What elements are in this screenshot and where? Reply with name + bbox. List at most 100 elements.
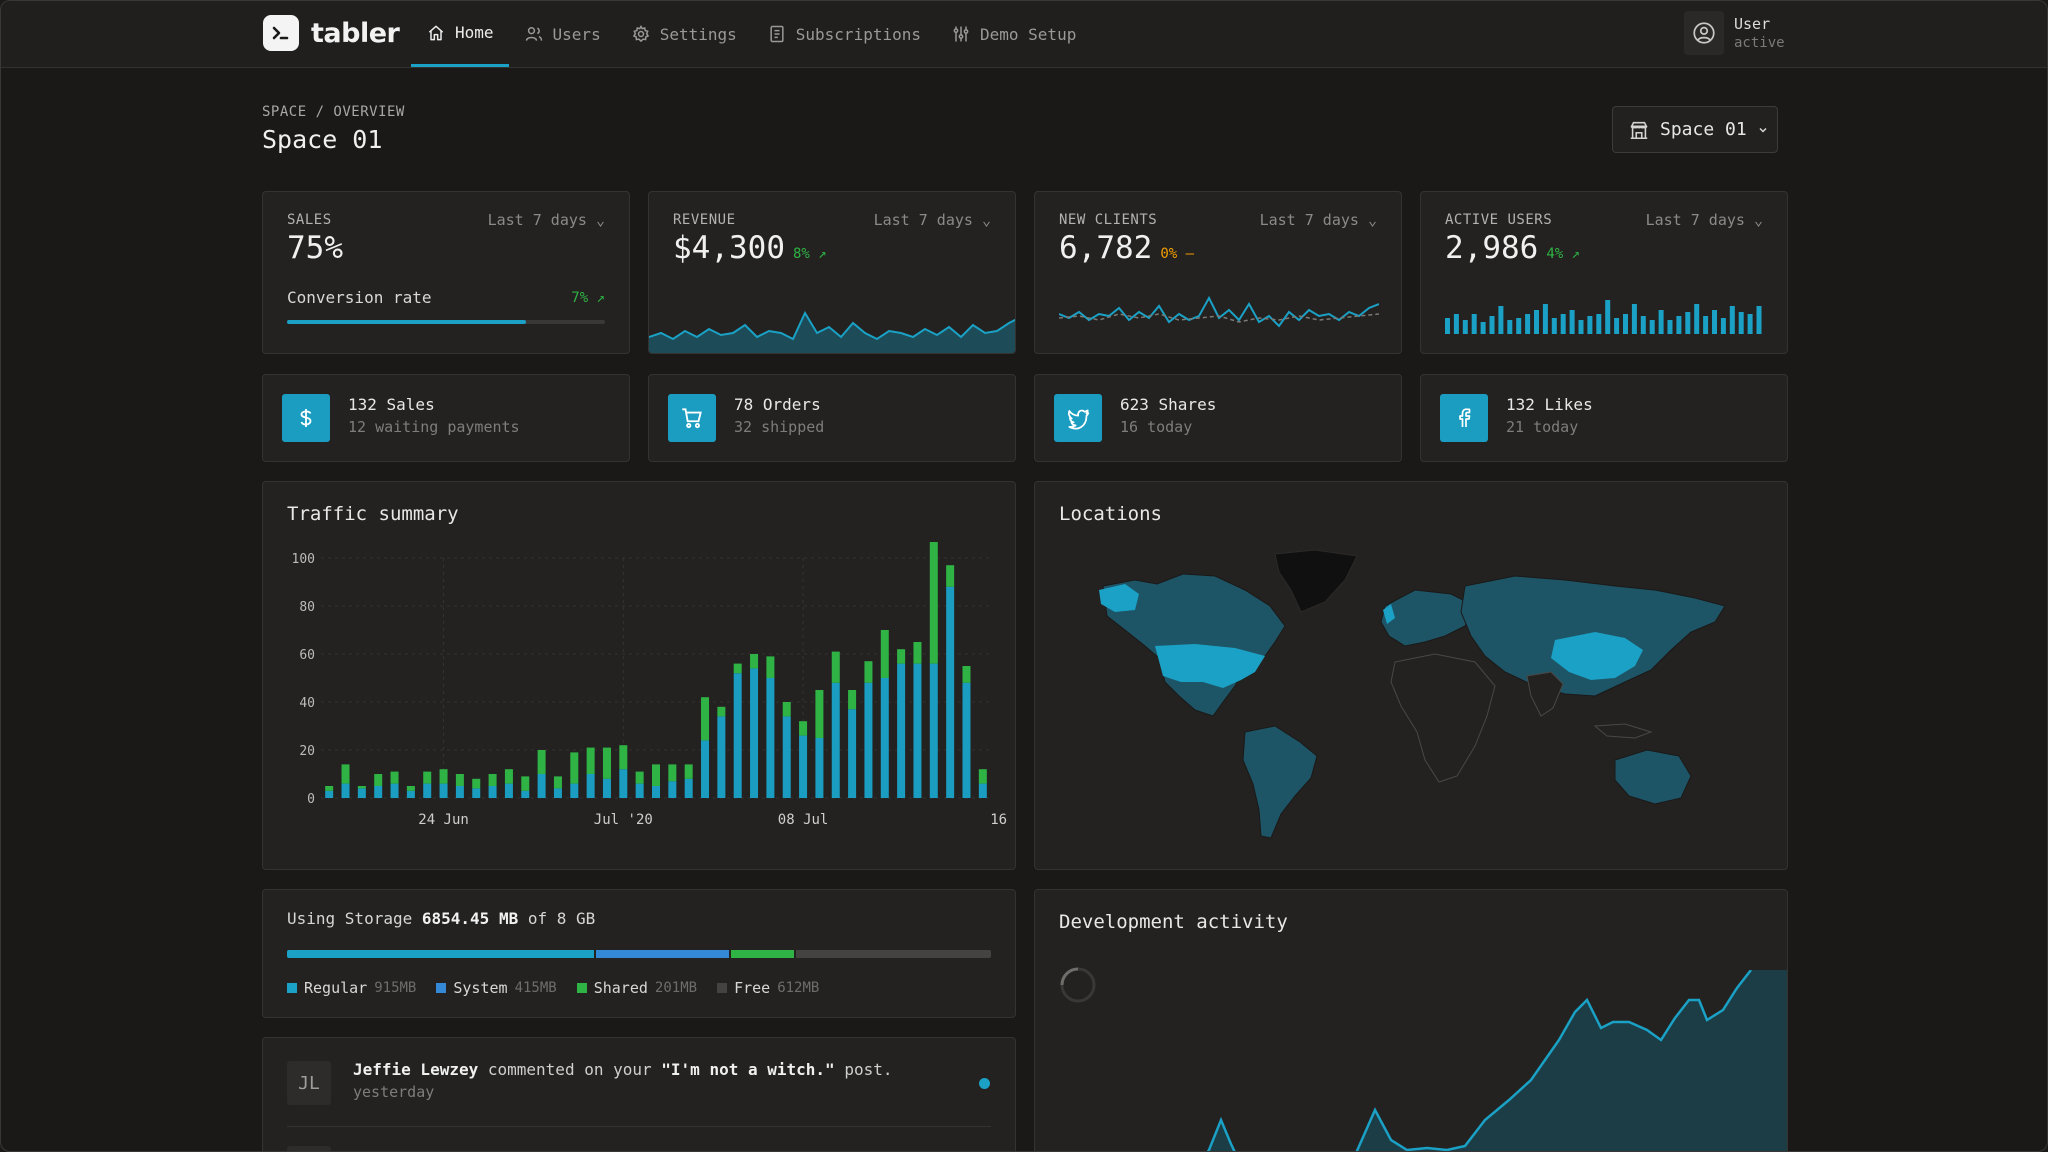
traffic-bar[interactable] xyxy=(553,776,562,789)
map-alaska[interactable] xyxy=(1099,584,1139,612)
traffic-bar[interactable] xyxy=(406,790,415,798)
traffic-bar[interactable] xyxy=(815,738,824,798)
traffic-bar[interactable] xyxy=(341,764,350,784)
traffic-bar[interactable] xyxy=(701,697,710,741)
traffic-bar[interactable] xyxy=(652,764,660,786)
traffic-bar[interactable] xyxy=(472,778,481,789)
traffic-bar[interactable] xyxy=(374,774,383,786)
traffic-bar[interactable] xyxy=(423,783,432,798)
traffic-bar[interactable] xyxy=(799,735,808,798)
traffic-bar[interactable] xyxy=(439,769,448,784)
traffic-bar[interactable] xyxy=(929,663,938,798)
traffic-bar[interactable] xyxy=(357,788,366,798)
traffic-bar[interactable] xyxy=(766,678,775,798)
map-greenland[interactable] xyxy=(1274,549,1358,613)
traffic-bar[interactable] xyxy=(586,747,595,774)
traffic-bar[interactable] xyxy=(717,706,726,717)
world-map[interactable] xyxy=(1095,546,1755,846)
traffic-bar[interactable] xyxy=(619,769,628,798)
traffic-bar[interactable] xyxy=(455,774,464,786)
traffic-bar[interactable] xyxy=(750,668,759,798)
nav-home[interactable]: Home xyxy=(411,1,509,67)
avatar[interactable] xyxy=(1684,11,1724,55)
traffic-bar[interactable] xyxy=(635,783,644,798)
traffic-bar[interactable] xyxy=(946,586,955,798)
traffic-bar[interactable] xyxy=(652,786,660,798)
traffic-bar[interactable] xyxy=(978,769,987,784)
traffic-bar[interactable] xyxy=(831,651,840,683)
traffic-bar[interactable] xyxy=(864,682,873,798)
traffic-bar[interactable] xyxy=(602,747,611,779)
traffic-bar[interactable] xyxy=(504,769,513,784)
traffic-bar[interactable] xyxy=(570,752,579,784)
traffic-bar[interactable] xyxy=(668,764,677,782)
traffic-bar[interactable] xyxy=(880,630,889,678)
traffic-bar[interactable] xyxy=(439,783,448,798)
traffic-bar[interactable] xyxy=(423,771,432,784)
traffic-bar[interactable] xyxy=(325,790,334,798)
sales-period-dropdown[interactable]: Last 7 days ⌄ xyxy=(488,211,605,229)
activity-user[interactable]: Jeffie Lewzey xyxy=(353,1060,479,1079)
traffic-bar[interactable] xyxy=(717,716,726,798)
traffic-bar[interactable] xyxy=(668,781,677,798)
traffic-bar[interactable] xyxy=(733,673,742,798)
traffic-bar[interactable] xyxy=(325,786,334,791)
traffic-bar[interactable] xyxy=(897,663,906,798)
traffic-bar[interactable] xyxy=(455,786,464,798)
map-usa[interactable] xyxy=(1155,644,1265,688)
map-africa[interactable] xyxy=(1390,653,1496,783)
traffic-bar[interactable] xyxy=(799,721,808,736)
map-indonesia[interactable] xyxy=(1593,723,1653,739)
map-south-america[interactable] xyxy=(1242,725,1318,839)
map-india[interactable] xyxy=(1526,671,1564,717)
traffic-bar[interactable] xyxy=(962,682,971,798)
traffic-bar[interactable] xyxy=(488,786,497,798)
traffic-bar[interactable] xyxy=(390,783,399,798)
traffic-bar[interactable] xyxy=(750,654,759,669)
traffic-bar[interactable] xyxy=(897,649,906,664)
map-uk[interactable] xyxy=(1383,604,1395,624)
active-period-dropdown[interactable]: Last 7 days ⌄ xyxy=(1646,211,1763,229)
traffic-bar[interactable] xyxy=(864,661,873,683)
revenue-period-dropdown[interactable]: Last 7 days ⌄ xyxy=(874,211,991,229)
map-australia[interactable] xyxy=(1614,749,1692,805)
traffic-bar[interactable] xyxy=(521,790,530,798)
traffic-bar[interactable] xyxy=(962,666,971,683)
traffic-bar[interactable] xyxy=(913,642,922,664)
traffic-bar[interactable] xyxy=(570,783,579,798)
traffic-bar[interactable] xyxy=(521,776,530,791)
traffic-bar[interactable] xyxy=(831,682,840,798)
map-china[interactable] xyxy=(1551,632,1643,680)
traffic-bar[interactable] xyxy=(782,716,791,798)
traffic-bar[interactable] xyxy=(815,690,824,738)
traffic-bar[interactable] xyxy=(374,786,383,798)
user-menu[interactable]: User active xyxy=(1684,11,1785,55)
traffic-bar[interactable] xyxy=(602,778,611,798)
nav-demo-setup[interactable]: Demo Setup xyxy=(936,1,1091,67)
traffic-bar[interactable] xyxy=(553,788,562,798)
traffic-bar[interactable] xyxy=(848,709,857,798)
traffic-bar[interactable] xyxy=(946,565,955,587)
traffic-bar[interactable] xyxy=(848,690,857,710)
traffic-bar[interactable] xyxy=(782,702,791,717)
traffic-bar[interactable] xyxy=(472,788,481,798)
traffic-bar[interactable] xyxy=(357,786,366,789)
traffic-bar[interactable] xyxy=(586,774,595,798)
traffic-bar[interactable] xyxy=(733,663,742,674)
traffic-bar[interactable] xyxy=(635,771,644,784)
logo[interactable]: tabler xyxy=(263,15,400,51)
traffic-bar[interactable] xyxy=(488,774,497,786)
traffic-bar[interactable] xyxy=(684,764,693,779)
traffic-bar[interactable] xyxy=(929,542,938,664)
traffic-bar[interactable] xyxy=(913,663,922,798)
nav-subscriptions[interactable]: Subscriptions xyxy=(752,1,936,67)
clients-period-dropdown[interactable]: Last 7 days ⌄ xyxy=(1260,211,1377,229)
traffic-bar[interactable] xyxy=(766,656,775,678)
traffic-bar[interactable] xyxy=(880,678,889,798)
traffic-bar[interactable] xyxy=(978,783,987,798)
traffic-bar[interactable] xyxy=(537,750,546,774)
traffic-bar[interactable] xyxy=(406,786,415,791)
traffic-bar[interactable] xyxy=(684,778,693,798)
map-europe[interactable] xyxy=(1380,589,1476,647)
activity-post-link[interactable]: "I'm not a witch." xyxy=(661,1060,835,1079)
